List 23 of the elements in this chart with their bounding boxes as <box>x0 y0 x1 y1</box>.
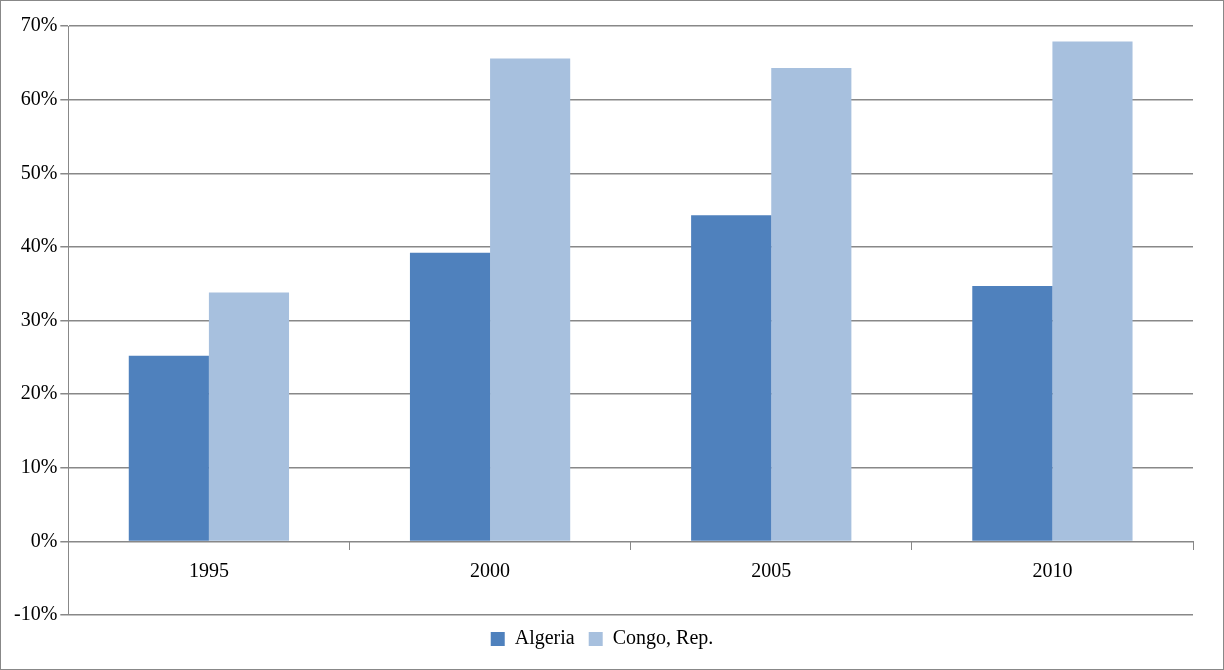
bar <box>208 292 290 541</box>
legend-label: Congo, Rep. <box>612 626 714 650</box>
x-tick-label: 2005 <box>751 558 792 581</box>
y-tick-label: 70% <box>20 13 58 36</box>
y-tick-label: 20% <box>20 381 58 404</box>
bar <box>128 355 209 541</box>
x-tick-label: 2010 <box>1032 558 1073 581</box>
y-tick-label: 40% <box>20 234 58 257</box>
y-tick-label: 0% <box>30 528 58 551</box>
y-tick-label: 60% <box>20 86 58 109</box>
y-tick-label: -10% <box>13 602 58 625</box>
y-tick-label: 30% <box>20 307 58 330</box>
x-tick-label: 1995 <box>188 558 229 581</box>
bar <box>771 67 852 541</box>
y-tick-label: 10% <box>20 455 58 477</box>
legend-label: Algeria <box>514 626 575 650</box>
bar <box>972 285 1053 541</box>
bar <box>409 252 491 541</box>
bar <box>691 215 772 541</box>
bar <box>1052 41 1133 541</box>
bar <box>490 58 571 541</box>
x-tick-label: 2000 <box>470 558 511 581</box>
y-tick-label: 50% <box>20 160 58 183</box>
